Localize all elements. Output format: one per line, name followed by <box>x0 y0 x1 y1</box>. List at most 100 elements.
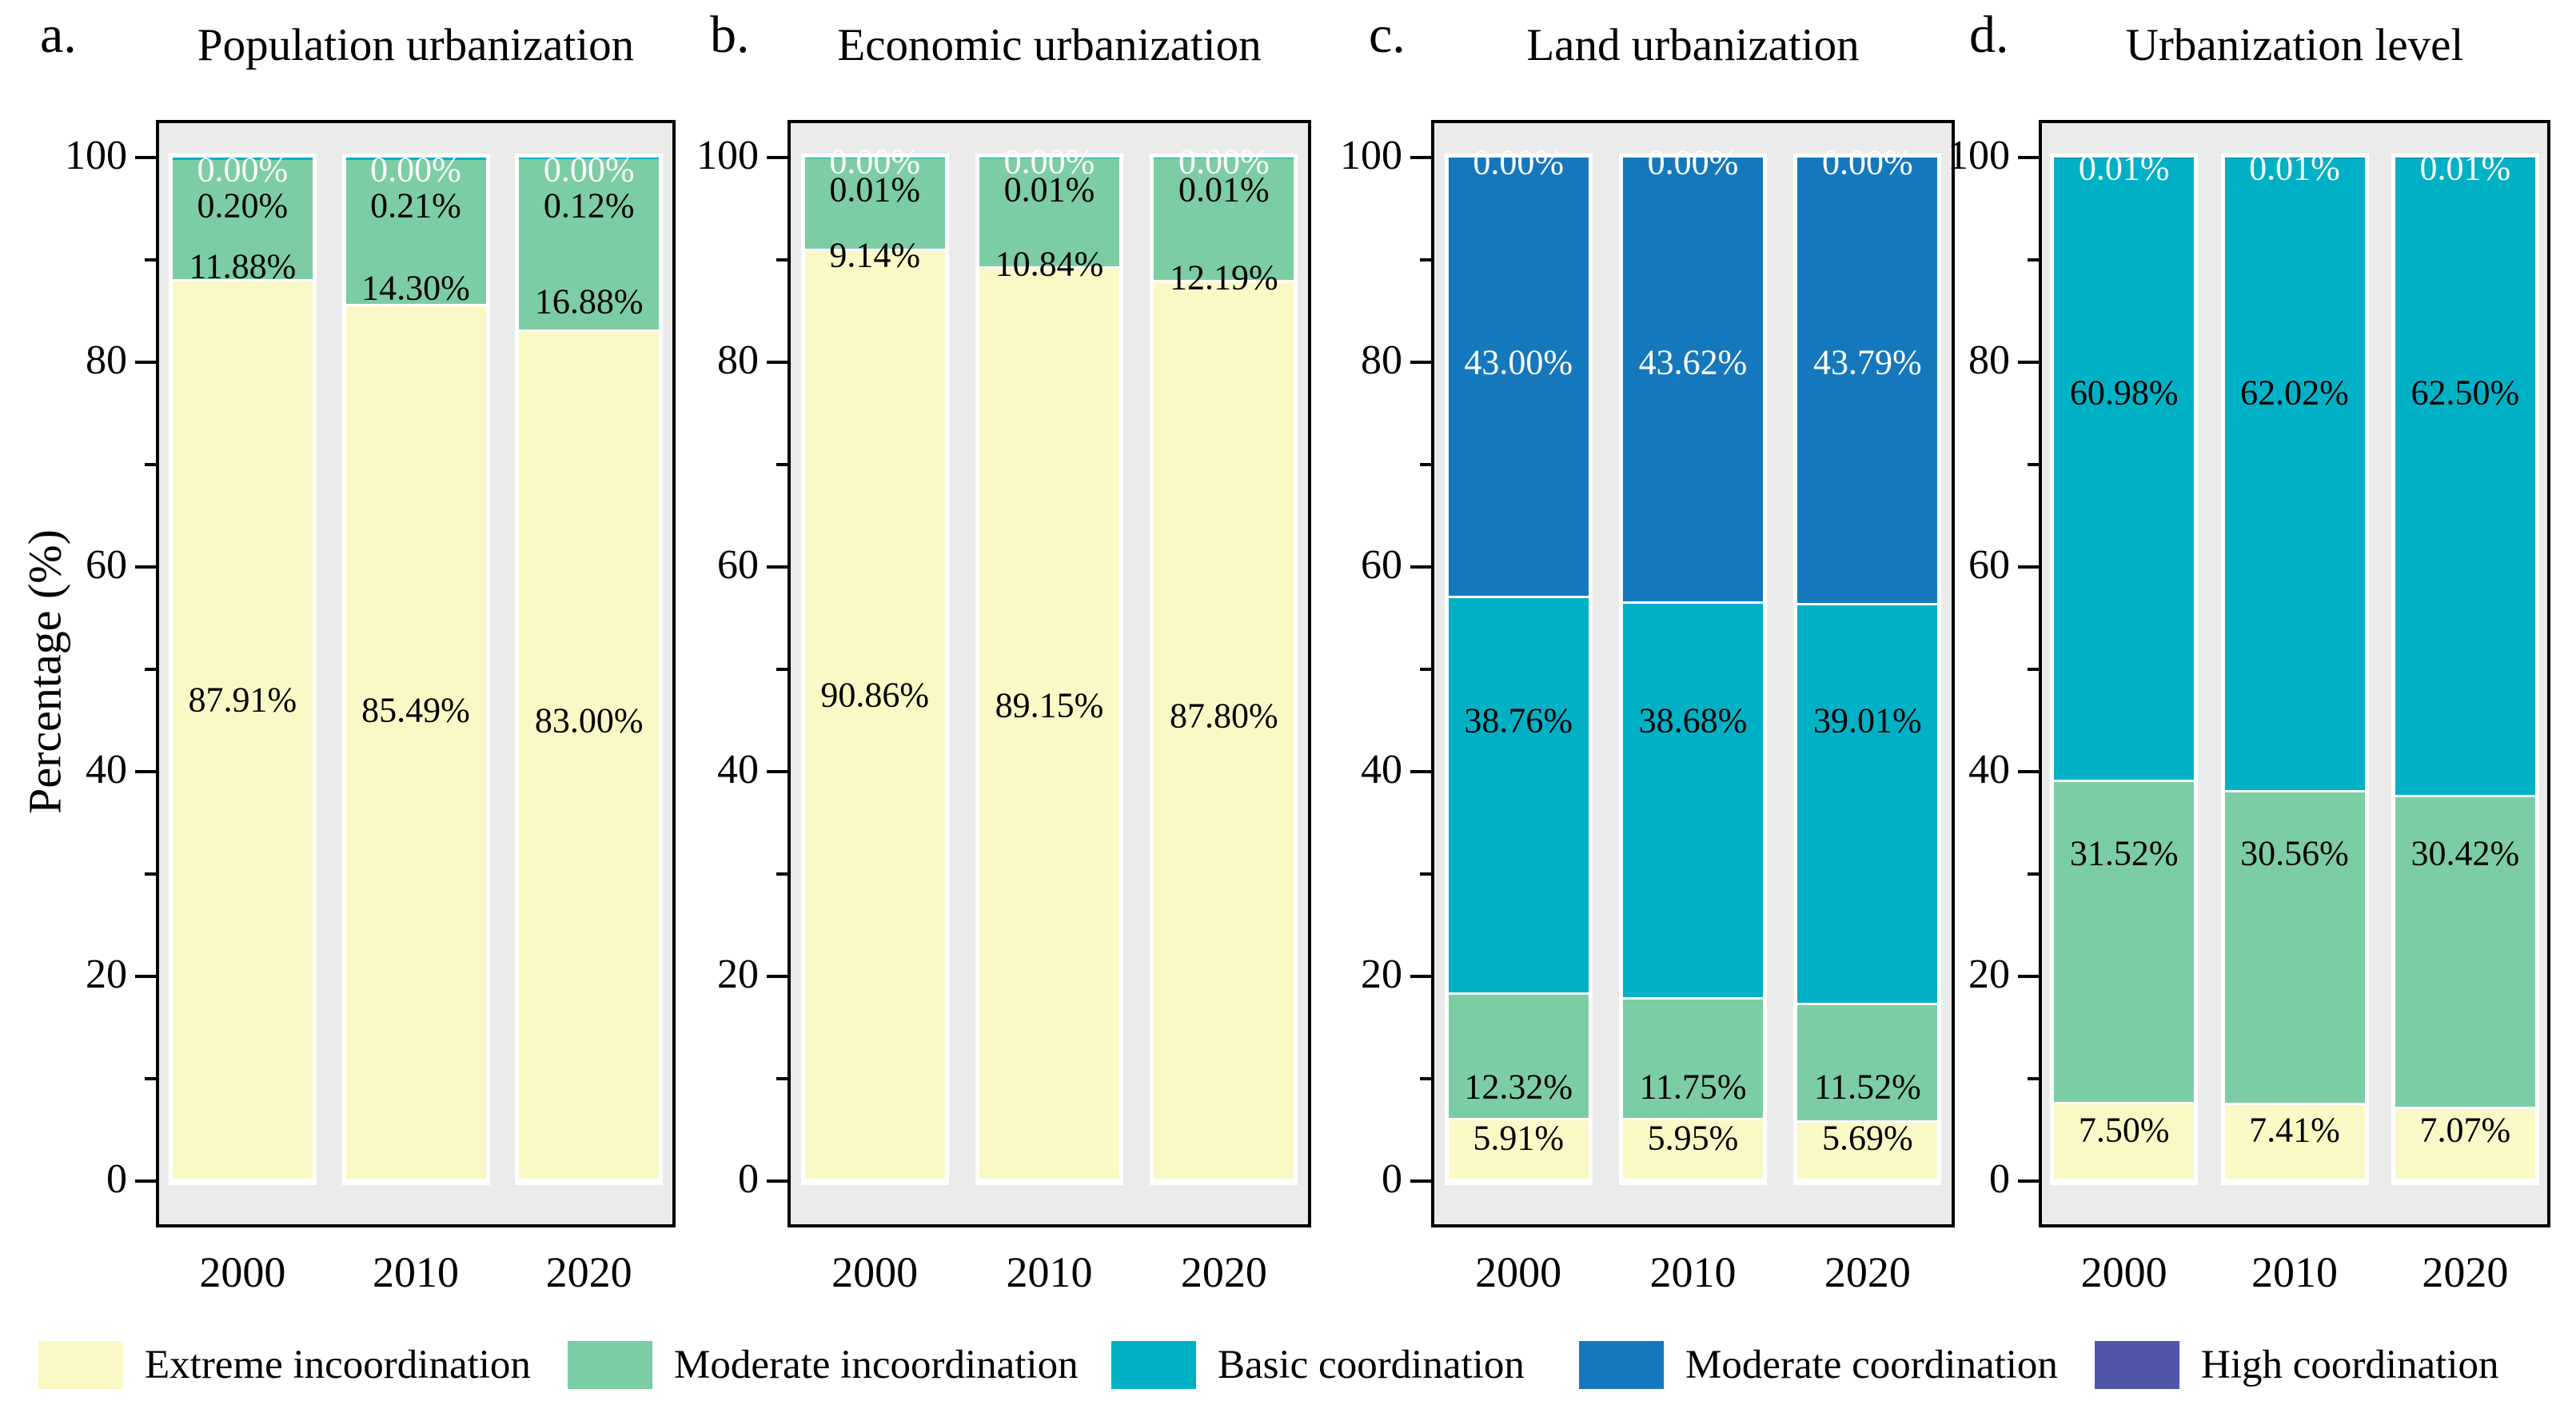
bar-segment-extreme_incoordination <box>1448 1120 1589 1181</box>
y-major-tick <box>135 975 156 978</box>
stacked-bar <box>515 154 664 1185</box>
y-major-tick <box>135 156 156 159</box>
bar-segment-basic_coordination <box>1797 605 1938 1005</box>
bar-segment-extreme_incoordination <box>804 251 945 1181</box>
y-major-tick <box>2018 565 2039 569</box>
y-minor-tick <box>2028 668 2039 671</box>
y-minor-tick <box>2028 258 2039 261</box>
y-tick-label: 40 <box>1968 747 2010 793</box>
bar-segment-extreme_incoordination <box>172 281 313 1181</box>
y-tick-label: 0 <box>1989 1156 2010 1203</box>
bar-segment-basic_coordination <box>519 158 660 159</box>
y-minor-tick <box>2028 463 2039 466</box>
x-tick-label: 2000 <box>199 1248 286 1296</box>
y-minor-tick <box>776 1077 788 1080</box>
y-major-tick <box>135 361 156 364</box>
legend-label: Basic coordination <box>1218 1343 1525 1387</box>
y-major-tick <box>2018 156 2039 159</box>
bar-segment-extreme_incoordination <box>2054 1104 2195 1181</box>
y-minor-tick <box>2028 1077 2039 1080</box>
y-minor-tick <box>145 463 156 466</box>
bar-segment-moderate_incoordination <box>2224 792 2365 1106</box>
legend-swatch-extreme-incoordination <box>38 1341 123 1389</box>
y-major-tick <box>767 770 788 773</box>
stacked-bar <box>1793 154 1942 1185</box>
bar-segment-basic_coordination <box>2224 158 2365 792</box>
bar-segment-basic_coordination <box>1623 604 1763 1000</box>
bar-segment-moderate_incoordination <box>345 159 486 306</box>
y-tick-label: 20 <box>1361 952 1402 998</box>
y-tick-label: 40 <box>717 747 759 793</box>
y-major-tick <box>1410 565 1431 569</box>
stacked-bar <box>341 154 490 1185</box>
y-minor-tick <box>145 668 156 671</box>
bar-segment-moderate_incoordination <box>1154 158 1294 283</box>
bar-segment-extreme_incoordination <box>1154 282 1294 1181</box>
bar-segment-extreme_incoordination <box>2395 1108 2535 1181</box>
y-major-tick <box>1410 361 1431 364</box>
y-major-tick <box>767 565 788 569</box>
y-tick-label: 100 <box>696 133 759 179</box>
y-minor-tick <box>1420 1077 1431 1080</box>
y-major-tick <box>135 565 156 569</box>
x-tick-label: 2010 <box>2251 1248 2338 1296</box>
x-tick-label: 2020 <box>545 1248 632 1296</box>
panel-letter-d: d. <box>1969 6 2009 64</box>
y-tick-label: 60 <box>1361 542 1402 589</box>
panel-letter-c: c. <box>1369 6 1406 64</box>
panel-title-economic-urbanization: Economic urbanization <box>837 20 1262 70</box>
y-minor-tick <box>1420 668 1431 671</box>
y-tick-label: 60 <box>1968 542 2010 589</box>
x-tick-label: 2010 <box>1006 1248 1093 1296</box>
y-tick-label: 80 <box>1968 337 2010 384</box>
y-major-tick <box>2018 770 2039 773</box>
y-major-tick <box>1410 1179 1431 1183</box>
x-tick-label: 2010 <box>1649 1248 1737 1296</box>
legend-item-basic-coordination: Basic coordination <box>1111 1339 1525 1391</box>
legend-item-high-coordination: High coordination <box>2095 1339 2499 1391</box>
y-tick-label: 20 <box>1968 952 2010 998</box>
panel-letter-a: a. <box>40 6 77 64</box>
y-minor-tick <box>776 463 788 466</box>
y-minor-tick <box>1420 872 1431 876</box>
y-major-tick <box>135 1179 156 1183</box>
bar-segment-moderate_incoordination <box>1797 1004 1938 1124</box>
bar-segment-moderate_incoordination <box>2054 781 2195 1104</box>
x-tick-label: 2000 <box>831 1248 919 1296</box>
y-major-tick <box>767 156 788 159</box>
x-tick-label: 2020 <box>1824 1248 1911 1296</box>
y-minor-tick <box>776 258 788 261</box>
y-minor-tick <box>1420 463 1431 466</box>
bar-segment-moderate_incoordination <box>1623 1000 1763 1120</box>
panel-title-population-urbanization: Population urbanization <box>197 20 635 70</box>
bar-segment-extreme_incoordination <box>979 268 1119 1181</box>
y-minor-tick <box>1420 258 1431 261</box>
y-major-tick <box>1410 770 1431 773</box>
y-minor-tick <box>145 258 156 261</box>
bar-segment-moderate_incoordination <box>979 158 1119 269</box>
y-major-tick <box>135 770 156 773</box>
y-major-tick <box>1410 156 1431 159</box>
y-tick-label: 80 <box>86 337 127 384</box>
y-major-tick <box>2018 975 2039 978</box>
legend-label: Extreme incoordination <box>145 1343 531 1387</box>
y-tick-label: 100 <box>1340 133 1402 179</box>
bar-segment-extreme_incoordination <box>1623 1120 1763 1181</box>
y-tick-label: 20 <box>86 952 127 998</box>
stacked-bar <box>1444 154 1593 1185</box>
legend-swatch-moderate-coordination <box>1579 1341 1664 1389</box>
y-tick-label: 0 <box>738 1156 759 1203</box>
legend-label: Moderate coordination <box>1685 1343 2058 1387</box>
legend-label: High coordination <box>2201 1343 2499 1387</box>
stacked-bar <box>168 154 317 1185</box>
panel-title-urbanization-level: Urbanization level <box>2125 20 2464 70</box>
y-tick-label: 40 <box>1361 747 1402 793</box>
y-major-tick <box>1410 975 1431 978</box>
stacked-bar <box>975 154 1123 1185</box>
bar-segment-extreme_incoordination <box>345 305 486 1181</box>
y-major-tick <box>767 975 788 978</box>
y-tick-label: 100 <box>65 133 127 179</box>
bar-segment-moderate_coordination <box>1448 158 1589 598</box>
x-tick-label: 2020 <box>2422 1248 2509 1296</box>
